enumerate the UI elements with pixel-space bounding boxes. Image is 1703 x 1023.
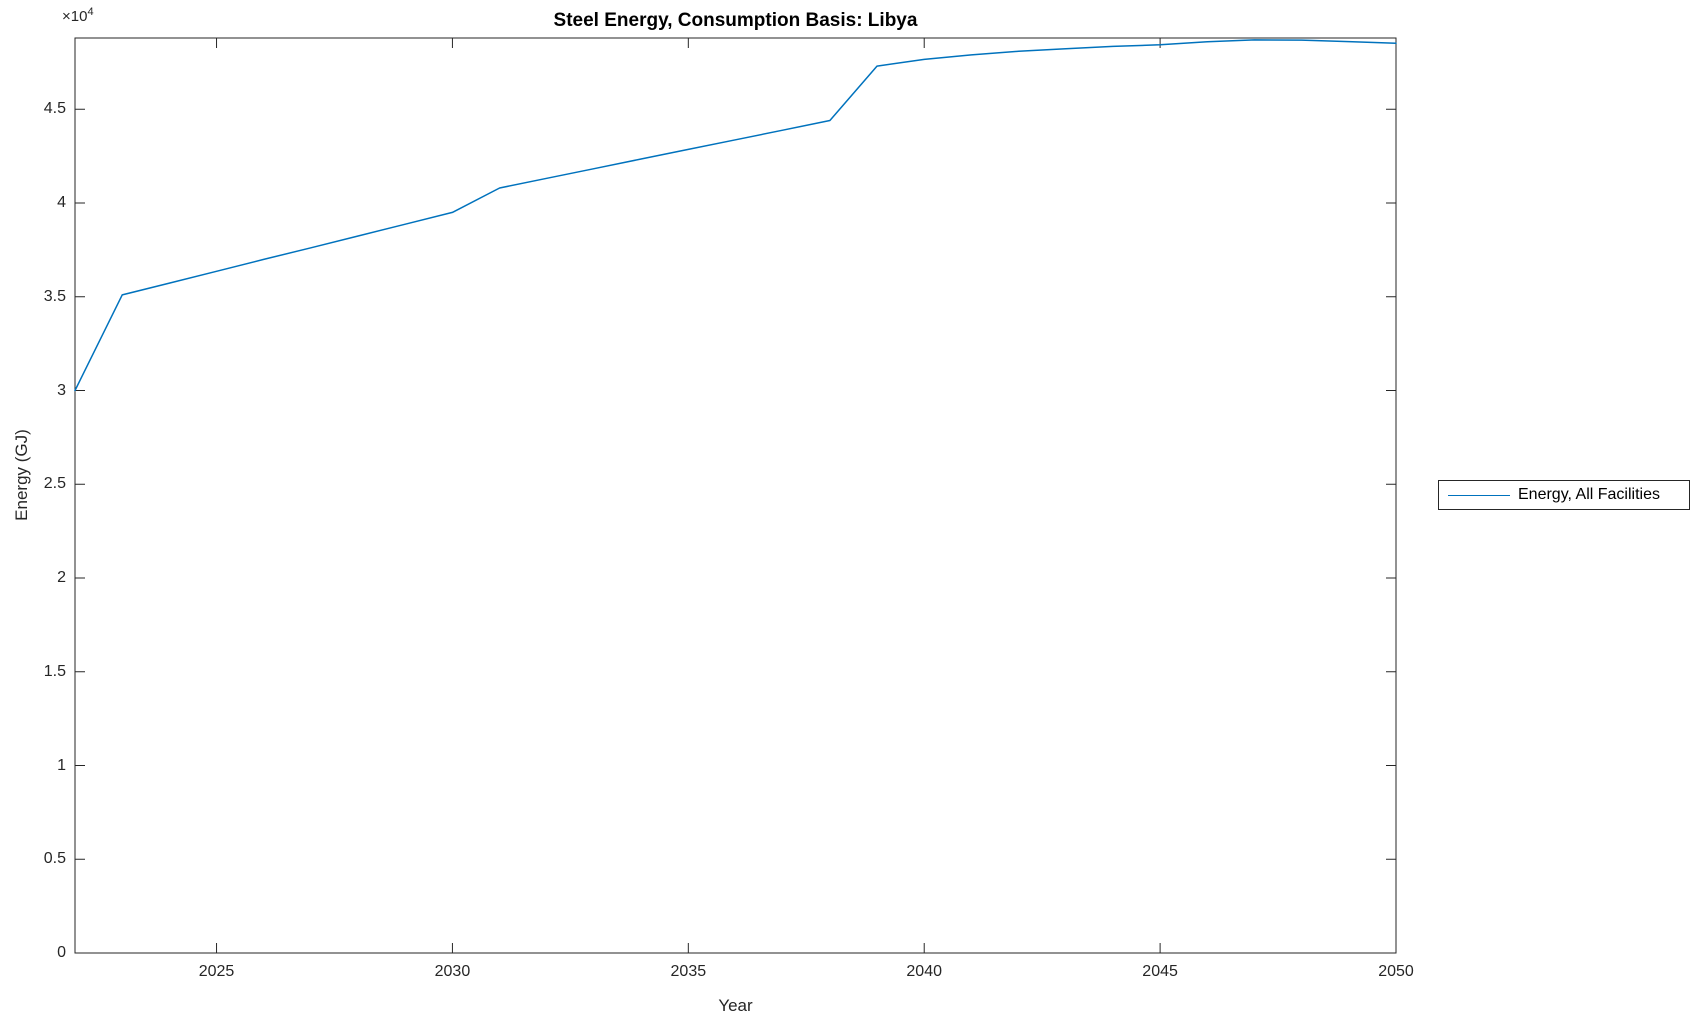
axes-box	[74, 37, 1397, 954]
y-tick-label: 1	[57, 756, 66, 774]
x-tick-label: 2045	[1142, 963, 1178, 980]
y-tick-label: 3	[57, 381, 66, 399]
legend: Energy, All Facilities	[1438, 480, 1690, 510]
y-multiplier-exponent: 4	[87, 6, 94, 18]
legend-entry-label: Energy, All Facilities	[1518, 486, 1660, 503]
x-tick-label: 2025	[198, 963, 235, 980]
y-tick-label: 3.5	[43, 287, 66, 305]
y-multiplier-base: ×10	[62, 8, 88, 25]
y-axis-multiplier: ×104	[62, 6, 94, 25]
y-tick-label: 0	[57, 944, 66, 961]
y-axis-label: Energy (GJ)	[12, 429, 31, 521]
y-tick-label: 1.5	[43, 662, 66, 680]
y-tick-label: 2.5	[43, 475, 66, 493]
x-tick-label: 2030	[434, 963, 471, 980]
y-tick-label: 4	[57, 194, 66, 211]
energy-series-line	[74, 39, 1397, 392]
x-tick-label: 2040	[906, 963, 942, 980]
x-tick-label: 2050	[1378, 963, 1414, 980]
y-tick-label: 0.5	[43, 850, 66, 868]
chart-title: Steel Energy, Consumption Basis: Libya	[553, 10, 918, 31]
x-tick-label: 2035	[670, 963, 707, 980]
legend-line-sample-icon	[1448, 494, 1510, 496]
y-tick-label: 2	[57, 569, 66, 586]
x-axis-label: Year	[718, 996, 753, 1015]
y-tick-label: 4.5	[43, 100, 66, 118]
